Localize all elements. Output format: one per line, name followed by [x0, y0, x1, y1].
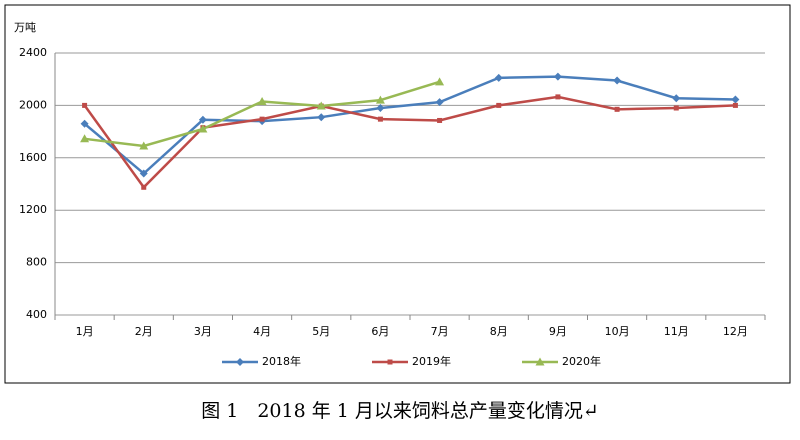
- marker: [375, 95, 385, 104]
- marker: [555, 94, 561, 100]
- marker: [198, 115, 207, 124]
- x-tick-label: 6月: [371, 325, 389, 338]
- marker: [198, 124, 208, 133]
- marker: [316, 101, 326, 110]
- x-tick-label: 4月: [253, 325, 271, 338]
- marker: [317, 113, 326, 122]
- marker: [387, 359, 393, 365]
- marker: [141, 184, 147, 190]
- marker: [257, 96, 267, 105]
- x-tick-label: 11月: [664, 325, 689, 338]
- legend-label: 2019年: [412, 354, 451, 368]
- legend-label: 2018年: [262, 354, 301, 368]
- marker: [82, 102, 88, 108]
- y-axis-label: 万吨: [14, 21, 36, 34]
- x-tick-label: 1月: [76, 325, 94, 338]
- marker: [435, 77, 445, 86]
- marker: [553, 72, 562, 81]
- marker: [80, 119, 89, 128]
- x-tick-label: 9月: [549, 325, 567, 338]
- legend-label: 2020年: [562, 354, 601, 368]
- marker: [494, 73, 503, 82]
- y-tick-label: 800: [26, 256, 47, 269]
- x-tick-label: 2月: [135, 325, 153, 338]
- marker: [672, 94, 681, 103]
- marker: [139, 141, 149, 150]
- marker: [376, 104, 385, 113]
- caption: 图 1 2018 年 1 月以来饲料总产量变化情况↵: [201, 400, 599, 422]
- marker: [673, 105, 679, 111]
- y-tick-label: 1200: [19, 203, 47, 216]
- marker: [377, 116, 383, 122]
- marker: [614, 106, 620, 112]
- series-line: [83, 95, 736, 190]
- y-tick-label: 2400: [19, 46, 47, 59]
- marker: [80, 134, 90, 143]
- y-tick-label: 400: [26, 308, 47, 321]
- x-tick-label: 12月: [723, 325, 748, 338]
- marker: [496, 102, 502, 108]
- x-tick-label: 5月: [312, 325, 330, 338]
- marker: [139, 169, 148, 178]
- marker: [732, 102, 738, 108]
- marker: [259, 116, 265, 122]
- y-tick-label: 2000: [19, 98, 47, 111]
- series-line: [84, 80, 440, 148]
- marker: [731, 95, 740, 104]
- marker: [613, 76, 622, 85]
- frame: [4, 4, 791, 384]
- x-tick-label: 8月: [490, 325, 508, 338]
- marker: [535, 357, 545, 366]
- marker: [437, 117, 443, 123]
- y-tick-label: 1600: [19, 151, 47, 164]
- marker: [236, 358, 244, 366]
- x-tick-label: 7月: [431, 325, 449, 338]
- marker: [435, 98, 444, 107]
- x-tick-label: 10月: [605, 325, 630, 338]
- x-tick-label: 3月: [194, 325, 212, 338]
- series-line: [83, 75, 736, 176]
